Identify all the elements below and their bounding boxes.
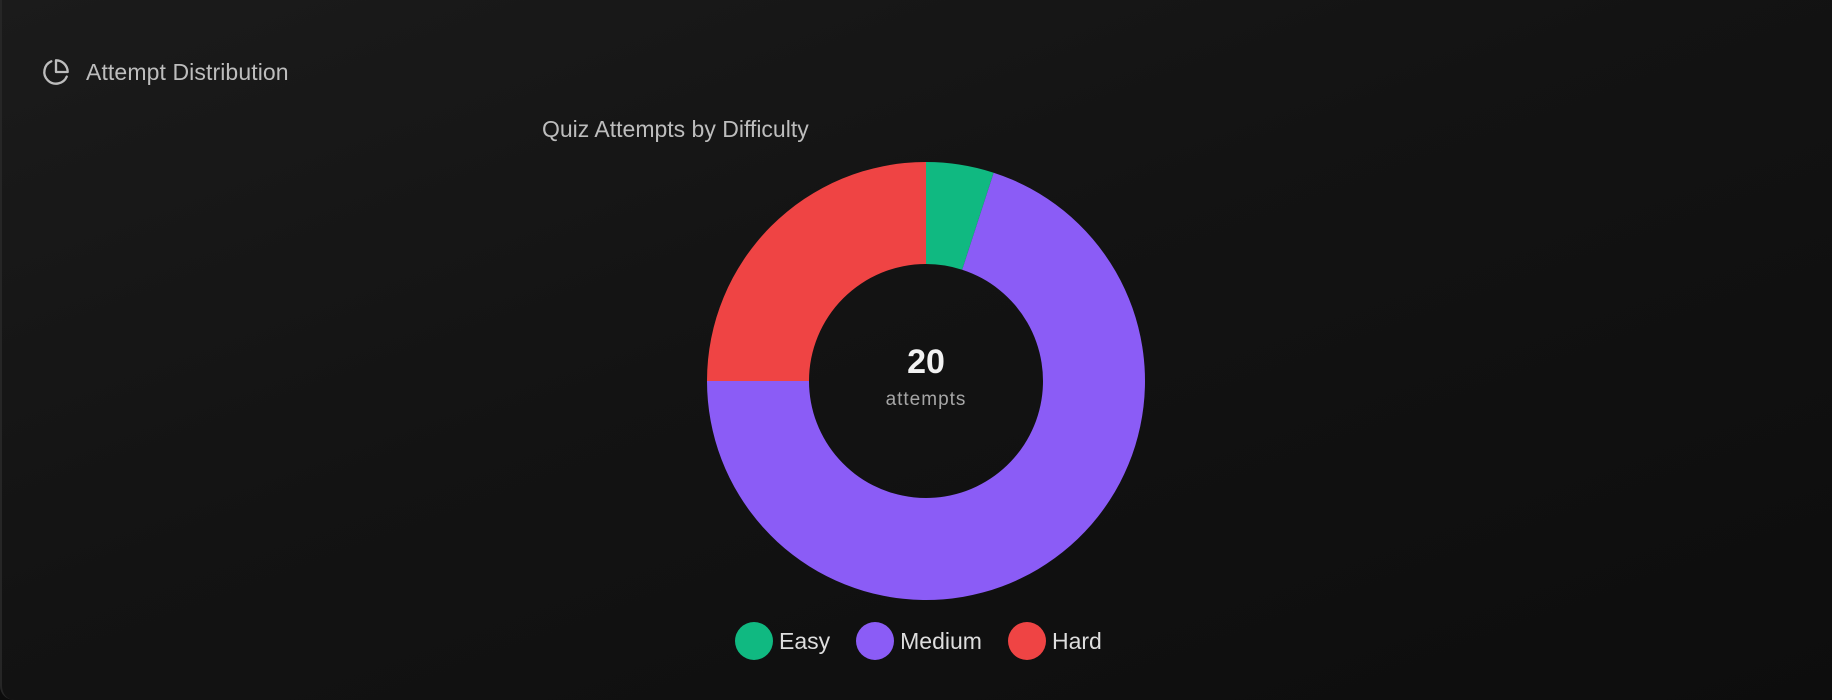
legend-item-hard[interactable]: Hard — [1007, 622, 1102, 660]
legend-item-easy[interactable]: Easy — [735, 622, 830, 660]
center-total-value: 20 — [907, 343, 945, 381]
donut-segment-easy[interactable] — [926, 162, 994, 270]
card-header: Attempt Distribution — [42, 58, 289, 86]
donut-segment-medium[interactable] — [707, 172, 1145, 600]
card-title: Attempt Distribution — [86, 58, 289, 85]
legend-swatch-medium — [856, 622, 895, 660]
chart-title: Quiz Attempts by Difficulty — [542, 116, 809, 142]
legend-swatch-easy — [735, 622, 773, 660]
legend-label: Easy — [779, 627, 831, 654]
pie-chart-icon — [42, 58, 70, 86]
donut-segment-hard[interactable] — [707, 162, 926, 381]
legend-label: Medium — [900, 627, 982, 654]
legend-label: Hard — [1051, 627, 1102, 654]
center-total-label: attempts — [885, 389, 967, 410]
legend-swatch-hard — [1007, 622, 1046, 660]
legend-item-medium[interactable]: Medium — [856, 622, 982, 660]
chart-legend: Easy Medium Hard — [735, 622, 1128, 660]
